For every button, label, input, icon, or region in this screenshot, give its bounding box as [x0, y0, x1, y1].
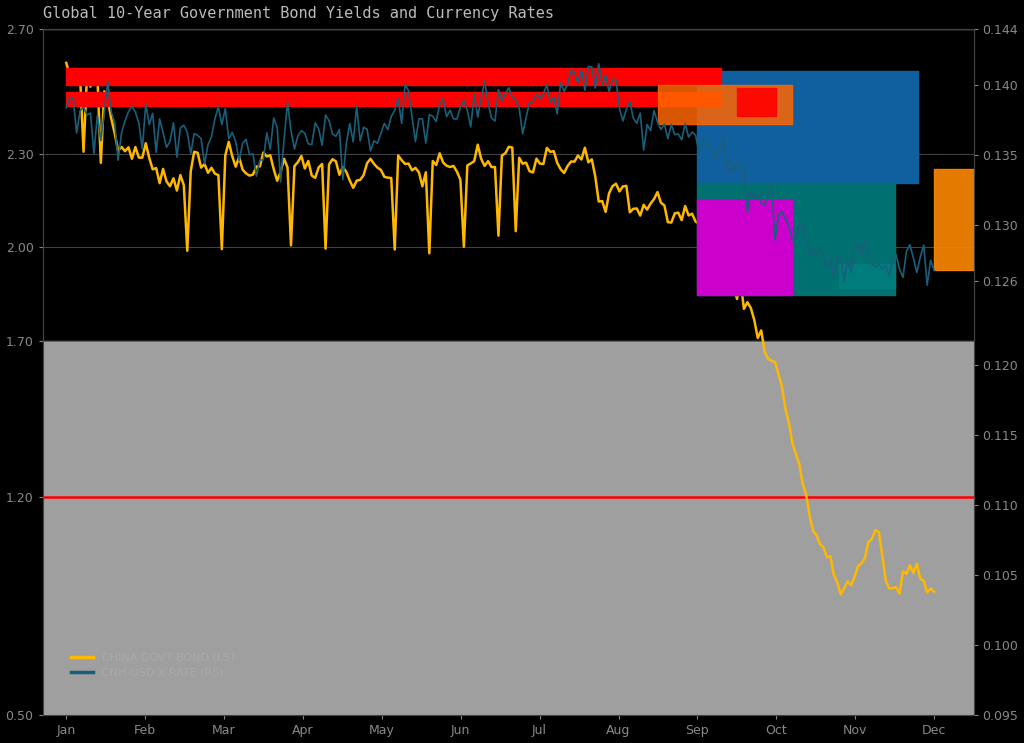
Bar — [43, 341, 974, 716]
Legend: CHINA GOVT BOND (LS), CNH-USD X-RATE (RS): CHINA GOVT BOND (LS), CNH-USD X-RATE (RS… — [67, 648, 240, 682]
Text: Global 10-Year Government Bond Yields and Currency Rates: Global 10-Year Government Bond Yields an… — [43, 5, 554, 21]
